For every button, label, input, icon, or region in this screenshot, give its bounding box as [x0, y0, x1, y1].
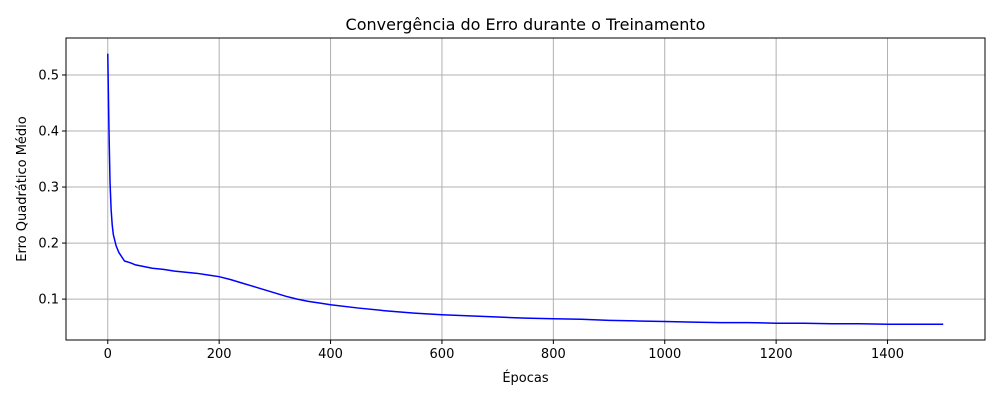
chart-title: Convergência do Erro durante o Treinamen…: [346, 15, 706, 34]
y-tick-label: 0.3: [38, 181, 59, 196]
y-tick-label: 0.5: [38, 68, 59, 83]
y-tick-label: 0.1: [38, 293, 59, 308]
x-tick-label: 1200: [760, 347, 793, 362]
plot-frame: [65, 37, 986, 341]
y-axis-ticks: 0.1 0.2 0.3 0.4 0.5: [38, 68, 66, 308]
grid: [66, 38, 985, 340]
x-tick-label: 600: [430, 347, 455, 362]
x-tick-label: 800: [541, 347, 566, 362]
x-axis-ticks: 0 200 400 600 800 1000 1200 1400: [104, 340, 904, 362]
series-layer: [107, 53, 944, 326]
y-tick-label: 0.4: [38, 125, 59, 140]
y-tick-label: 0.2: [38, 237, 59, 252]
x-tick-label: 1000: [648, 347, 681, 362]
x-tick-label: 1400: [871, 347, 904, 362]
x-tick-label: 400: [318, 347, 343, 362]
x-tick-label: 200: [207, 347, 232, 362]
series-line: [107, 53, 944, 326]
y-axis-label: Erro Quadrático Médio: [15, 116, 30, 261]
x-axis-label: Épocas: [502, 370, 549, 386]
x-tick-label: 0: [104, 347, 112, 362]
